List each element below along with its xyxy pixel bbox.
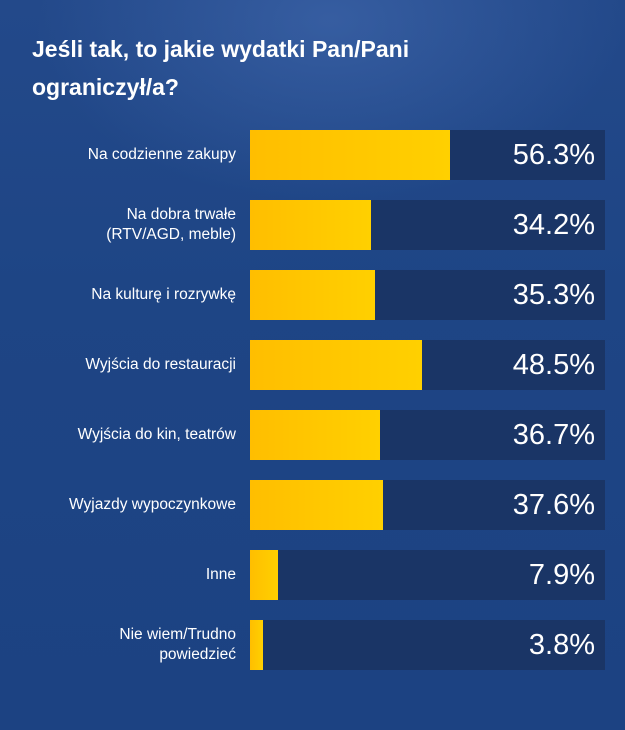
- category-label: Wyjazdy wypoczynkowe: [69, 496, 236, 513]
- bar-row: Na dobra trwałe (RTV/AGD, meble) 34.2%: [0, 200, 625, 250]
- category-label: Na dobra trwałe (RTV/AGD, meble): [106, 206, 236, 243]
- bar-row: Wyjścia do kin, teatrów 36.7%: [0, 410, 625, 460]
- value-label: 7.9%: [528, 559, 595, 591]
- value-label: 48.5%: [512, 349, 595, 381]
- bar: [250, 550, 279, 600]
- category-label: Wyjścia do restauracji: [85, 356, 236, 373]
- bar-track: 7.9%: [250, 550, 605, 600]
- bar: [250, 130, 450, 180]
- bar-track: 48.5%: [250, 340, 605, 390]
- bar-track: 56.3%: [250, 130, 605, 180]
- bar: [250, 410, 381, 460]
- bar-track: 3.8%: [250, 620, 605, 670]
- bar-track: 35.3%: [250, 270, 605, 320]
- bar: [250, 620, 264, 670]
- bar: [250, 340, 423, 390]
- bar-row: Wyjścia do restauracji 48.5%: [0, 340, 625, 390]
- bar-track: 36.7%: [250, 410, 605, 460]
- category-label: Nie wiem/Trudno powiedzieć: [119, 626, 236, 663]
- bar-row: Wyjazdy wypoczynkowe 37.6%: [0, 480, 625, 530]
- bar-row: Nie wiem/Trudno powiedzieć 3.8%: [0, 620, 625, 670]
- category-label: Inne: [205, 566, 236, 583]
- value-label: 34.2%: [512, 209, 595, 241]
- chart-title: Jeśli tak, to jakie wydatki Pan/Pani ogr…: [32, 36, 410, 100]
- value-label: 35.3%: [512, 279, 595, 311]
- bar-row: Na kulturę i rozrywkę 35.3%: [0, 270, 625, 320]
- bar: [250, 270, 376, 320]
- bar: [250, 200, 372, 250]
- category-label: Na kulturę i rozrywkę: [91, 286, 236, 303]
- value-label: 3.8%: [528, 629, 595, 661]
- bar-row: Inne 7.9%: [0, 550, 625, 600]
- value-label: 36.7%: [512, 419, 595, 451]
- value-label: 56.3%: [512, 139, 595, 171]
- bar-track: 37.6%: [250, 480, 605, 530]
- category-label: Wyjścia do kin, teatrów: [77, 426, 236, 443]
- bar-row: Na codzienne zakupy 56.3%: [0, 130, 625, 180]
- bar-track: 34.2%: [250, 200, 605, 250]
- bar: [250, 480, 384, 530]
- category-label: Na codzienne zakupy: [87, 146, 236, 163]
- value-label: 37.6%: [512, 489, 595, 521]
